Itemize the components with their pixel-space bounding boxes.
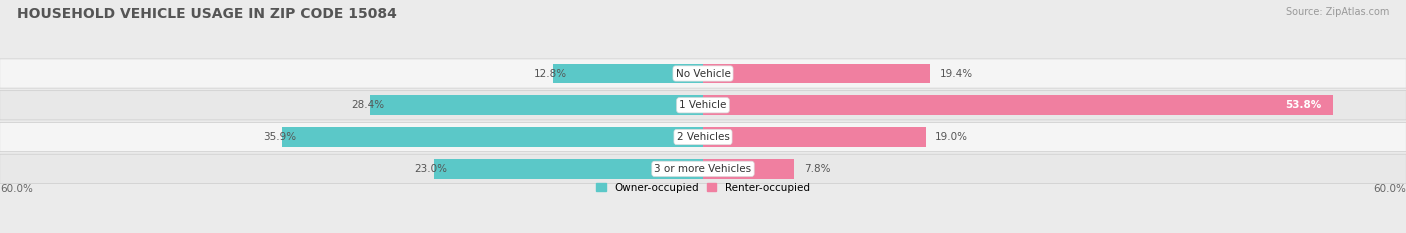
Bar xyxy=(703,96,1333,115)
Bar xyxy=(370,96,703,115)
Text: 60.0%: 60.0% xyxy=(0,184,32,194)
Text: 53.8%: 53.8% xyxy=(1285,100,1322,110)
Text: 23.0%: 23.0% xyxy=(415,164,447,174)
FancyBboxPatch shape xyxy=(0,122,1406,152)
Text: No Vehicle: No Vehicle xyxy=(675,69,731,79)
Legend: Owner-occupied, Renter-occupied: Owner-occupied, Renter-occupied xyxy=(592,179,814,197)
Text: HOUSEHOLD VEHICLE USAGE IN ZIP CODE 15084: HOUSEHOLD VEHICLE USAGE IN ZIP CODE 1508… xyxy=(17,7,396,21)
Text: 35.9%: 35.9% xyxy=(263,132,297,142)
Text: 28.4%: 28.4% xyxy=(352,100,384,110)
FancyBboxPatch shape xyxy=(0,154,1406,183)
Text: 60.0%: 60.0% xyxy=(1374,184,1406,194)
Bar xyxy=(703,159,794,179)
Text: 3 or more Vehicles: 3 or more Vehicles xyxy=(654,164,752,174)
Text: 12.8%: 12.8% xyxy=(534,69,567,79)
Bar xyxy=(433,159,703,179)
Bar xyxy=(703,127,925,147)
Bar xyxy=(553,64,703,83)
Text: 19.0%: 19.0% xyxy=(935,132,967,142)
Text: Source: ZipAtlas.com: Source: ZipAtlas.com xyxy=(1285,7,1389,17)
FancyBboxPatch shape xyxy=(0,59,1406,88)
Bar xyxy=(283,127,703,147)
Text: 1 Vehicle: 1 Vehicle xyxy=(679,100,727,110)
Bar xyxy=(703,64,931,83)
FancyBboxPatch shape xyxy=(0,91,1406,120)
Text: 19.4%: 19.4% xyxy=(939,69,973,79)
Text: 2 Vehicles: 2 Vehicles xyxy=(676,132,730,142)
Text: 7.8%: 7.8% xyxy=(804,164,831,174)
